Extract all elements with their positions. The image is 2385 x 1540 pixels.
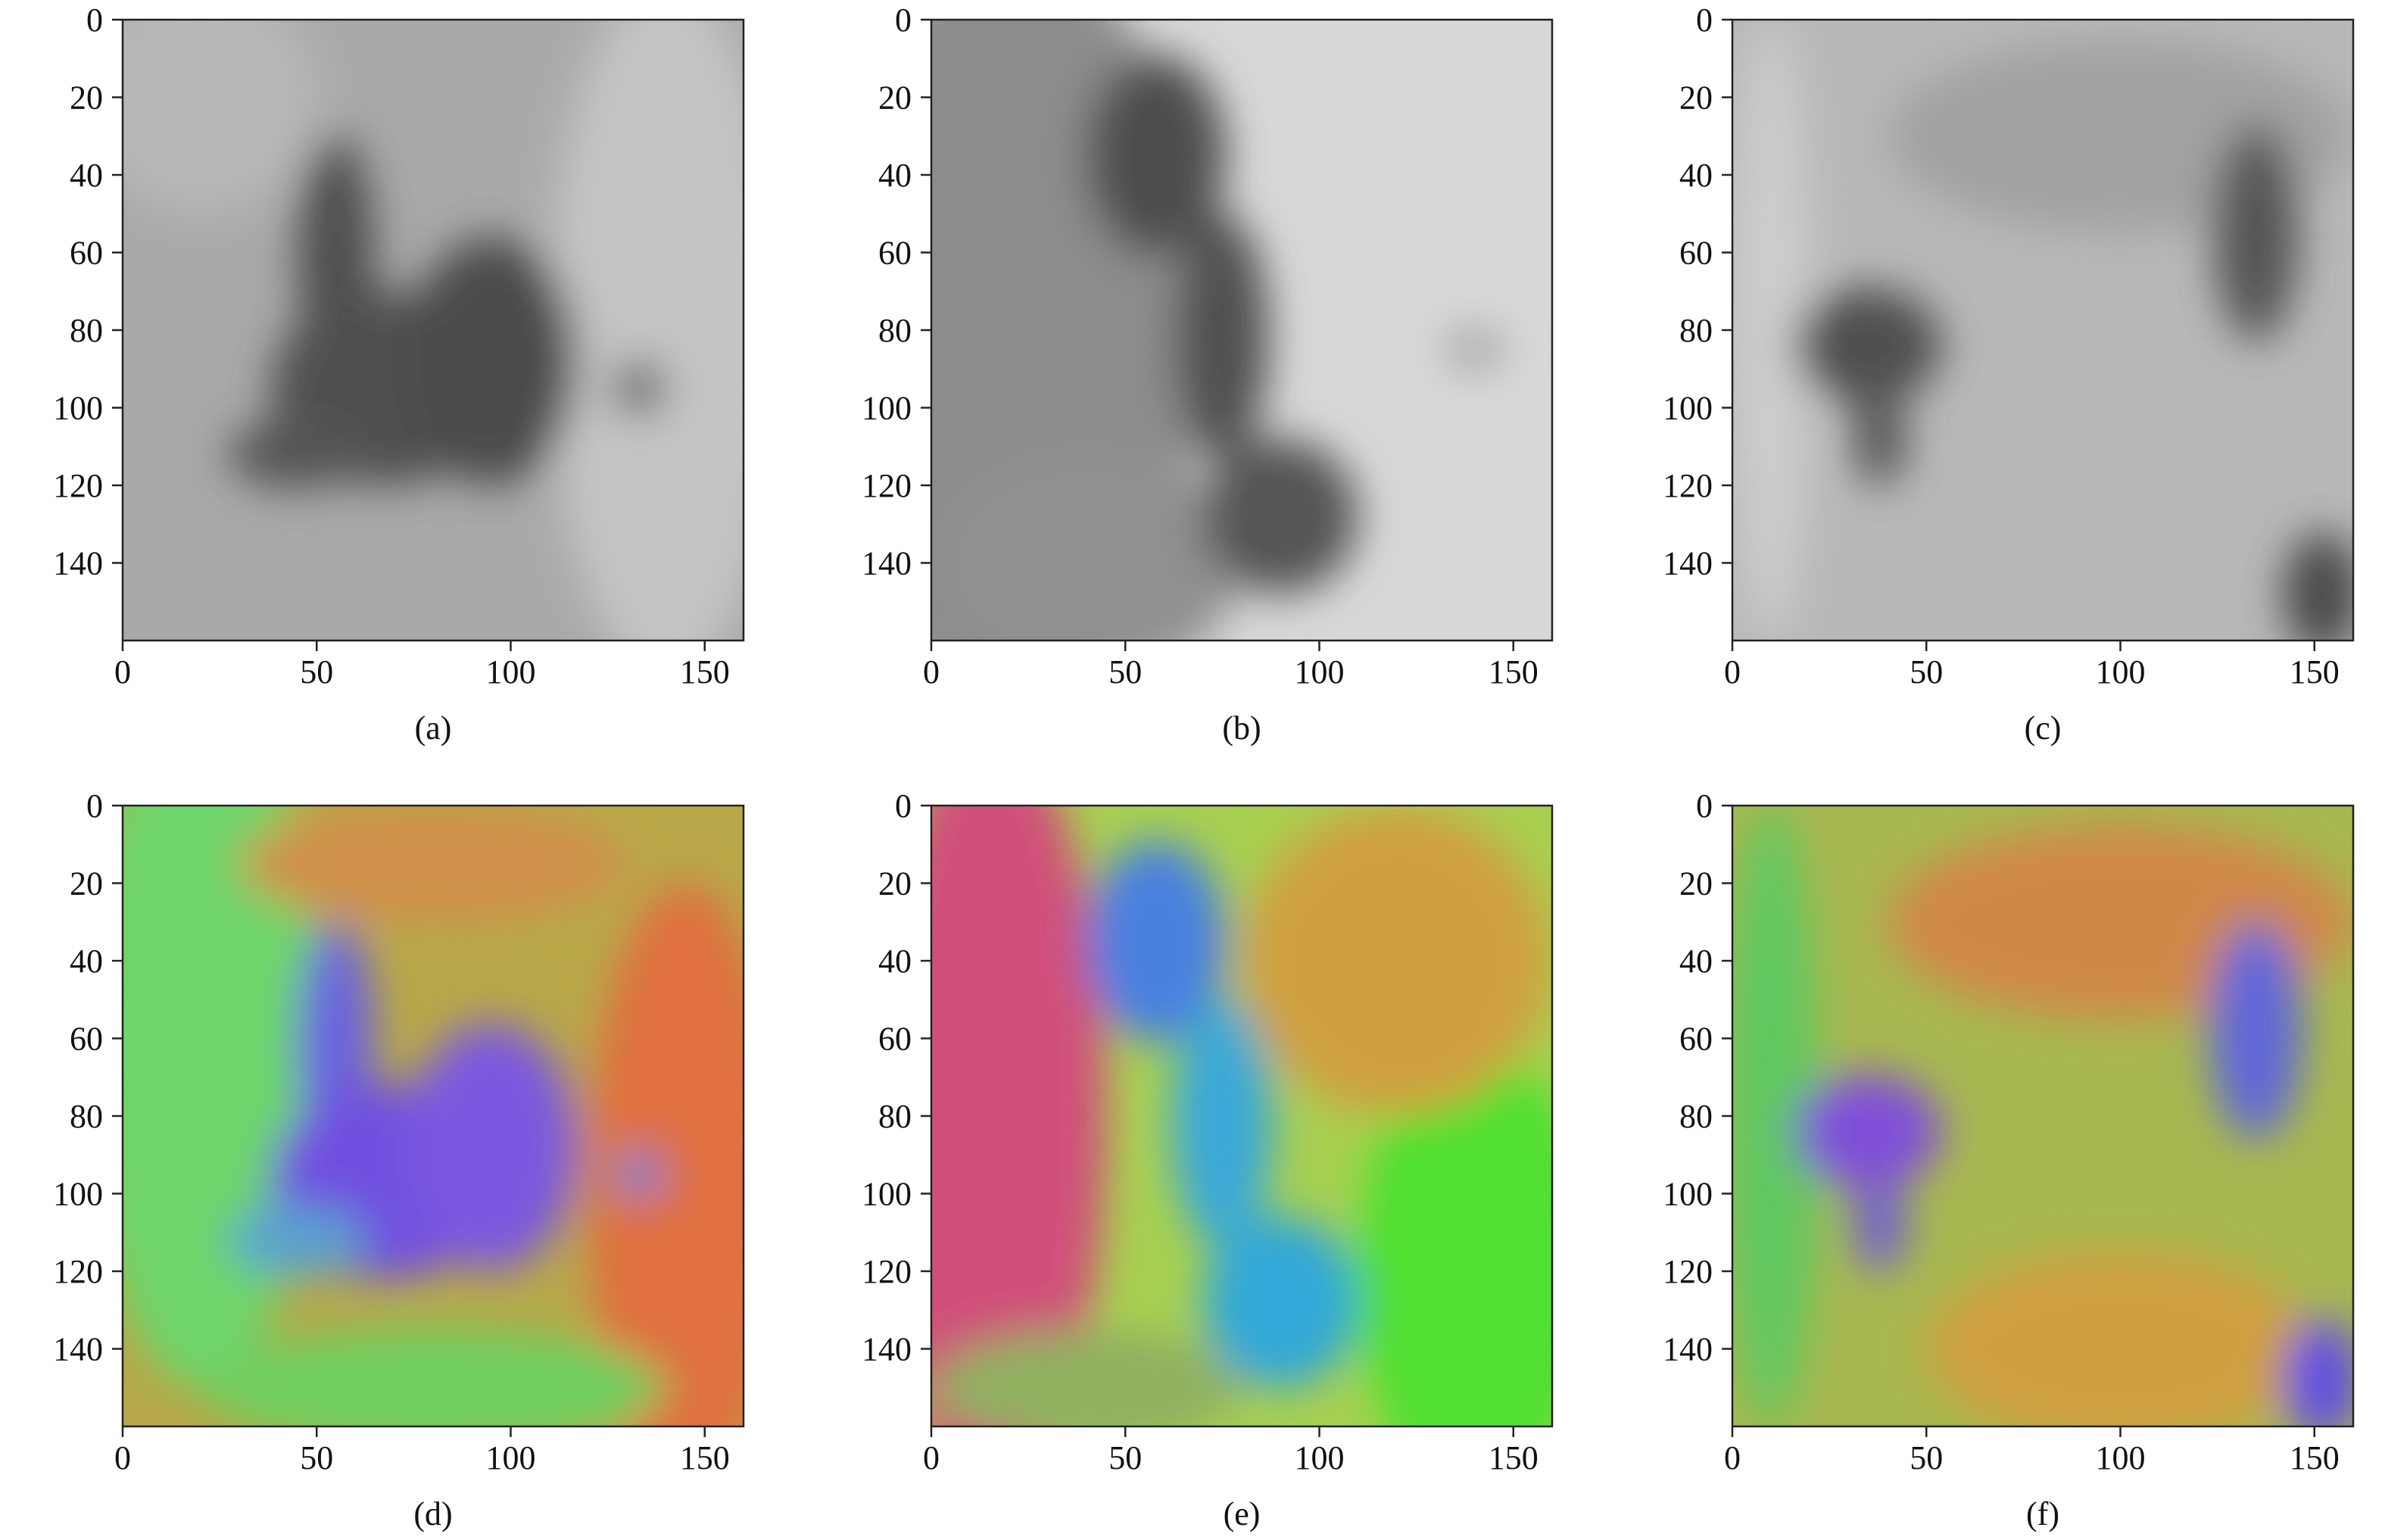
x-tick-label: 100: [1295, 653, 1345, 691]
x-tick-label: 0: [1724, 653, 1741, 691]
y-tick-label: 80: [878, 1098, 912, 1135]
x-tick-label: 50: [300, 653, 333, 691]
x-tick-label: 100: [1295, 1439, 1345, 1476]
y-tick-label: 140: [862, 545, 912, 582]
x-tick-label: 0: [114, 1439, 131, 1476]
y-tick-label: 140: [1663, 1331, 1713, 1368]
y-tick-label: 120: [53, 1253, 103, 1290]
y-tick-label: 20: [878, 79, 912, 117]
y-tick-label: 0: [895, 787, 912, 825]
y-tick-label: 140: [1663, 545, 1713, 582]
panel: 0 50 100 150 0 20 40 60 80 100 120 140 (d): [53, 787, 745, 1532]
y-tick-label: 120: [862, 1253, 912, 1290]
y-tick-label: 100: [1663, 390, 1713, 427]
image: [931, 806, 1552, 1426]
y-tick-label: 100: [862, 1176, 912, 1213]
y-tick-label: 80: [70, 312, 103, 349]
y-tick-label: 100: [862, 390, 912, 427]
y-tick-label: 20: [1679, 79, 1713, 117]
y-tick-label: 0: [1696, 787, 1713, 825]
x-tick-label: 50: [300, 1439, 333, 1476]
y-tick-label: 0: [86, 2, 103, 39]
y-tick-label: 140: [862, 1331, 912, 1368]
x-tick-label: 150: [1489, 1439, 1539, 1476]
x-tick-label: 100: [486, 1439, 536, 1476]
y-tick-label: 0: [895, 2, 912, 39]
y-tick-label: 60: [70, 235, 103, 272]
y-tick-label: 80: [1679, 1098, 1713, 1135]
x-tick-label: 50: [1910, 1439, 1943, 1476]
x-tick-label: 150: [680, 1439, 730, 1476]
y-tick-label: 40: [70, 157, 103, 194]
y-tick-label: 100: [1663, 1176, 1713, 1213]
image: [123, 806, 744, 1426]
x-tick-label: 0: [923, 653, 940, 691]
y-tick-label: 20: [878, 865, 912, 902]
x-tick-label: 100: [486, 653, 536, 691]
image: [1732, 806, 2353, 1426]
x-tick-label: 150: [680, 653, 730, 691]
y-tick-label: 140: [53, 1331, 103, 1368]
x-tick-label: 150: [2290, 653, 2340, 691]
y-tick-label: 40: [878, 943, 912, 980]
y-tick-label: 60: [878, 1021, 912, 1058]
y-tick-label: 20: [70, 79, 103, 117]
caption: (c): [2025, 709, 2062, 747]
caption: (d): [413, 1495, 452, 1532]
x-tick-label: 50: [1910, 653, 1943, 691]
y-tick-label: 120: [1663, 467, 1713, 504]
x-tick-label: 0: [1724, 1439, 1741, 1476]
panel: 0 50 100 150 0 20 40 60 80 100 120 140 (e): [862, 787, 1554, 1532]
y-tick-label: 20: [1679, 865, 1713, 902]
y-tick-label: 120: [862, 467, 912, 504]
caption: (b): [1222, 709, 1261, 747]
image: [1732, 20, 2353, 641]
y-tick-label: 100: [53, 390, 103, 427]
x-tick-label: 50: [1108, 653, 1142, 691]
y-tick-label: 100: [53, 1176, 103, 1213]
x-tick-label: 50: [1108, 1439, 1142, 1476]
x-tick-label: 0: [114, 653, 131, 691]
panel: 0 50 100 150 0 20 40 60 80 100 120 140 (b): [862, 2, 1554, 747]
panel: 0 50 100 150 0 20 40 60 80 100 120 140 (c): [1663, 2, 2355, 747]
y-tick-label: 60: [1679, 1021, 1713, 1058]
y-tick-label: 80: [878, 312, 912, 349]
y-tick-label: 40: [1679, 157, 1713, 194]
y-tick-label: 60: [878, 235, 912, 272]
y-tick-label: 60: [1679, 235, 1713, 272]
panel: 0 50 100 150 0 20 40 60 80 100 120 140 (a): [53, 2, 745, 747]
y-tick-label: 20: [70, 865, 103, 902]
x-tick-label: 100: [2096, 653, 2146, 691]
image: [123, 20, 744, 641]
y-tick-label: 80: [70, 1098, 103, 1135]
x-tick-label: 0: [923, 1439, 940, 1476]
y-tick-label: 80: [1679, 312, 1713, 349]
caption: (f): [2026, 1495, 2059, 1532]
y-tick-label: 40: [70, 943, 103, 980]
x-tick-label: 150: [1489, 653, 1539, 691]
caption: (e): [1224, 1495, 1261, 1532]
image: [931, 20, 1552, 641]
y-tick-label: 120: [1663, 1253, 1713, 1290]
y-tick-label: 60: [70, 1021, 103, 1058]
caption: (a): [415, 709, 452, 747]
y-tick-label: 140: [53, 545, 103, 582]
y-tick-label: 120: [53, 467, 103, 504]
x-tick-label: 150: [2290, 1439, 2340, 1476]
y-tick-label: 40: [878, 157, 912, 194]
y-tick-label: 0: [86, 787, 103, 825]
y-tick-label: 40: [1679, 943, 1713, 980]
x-tick-label: 100: [2096, 1439, 2146, 1476]
y-tick-label: 0: [1696, 2, 1713, 39]
panel: 0 50 100 150 0 20 40 60 80 100 120 140 (f): [1663, 787, 2355, 1532]
